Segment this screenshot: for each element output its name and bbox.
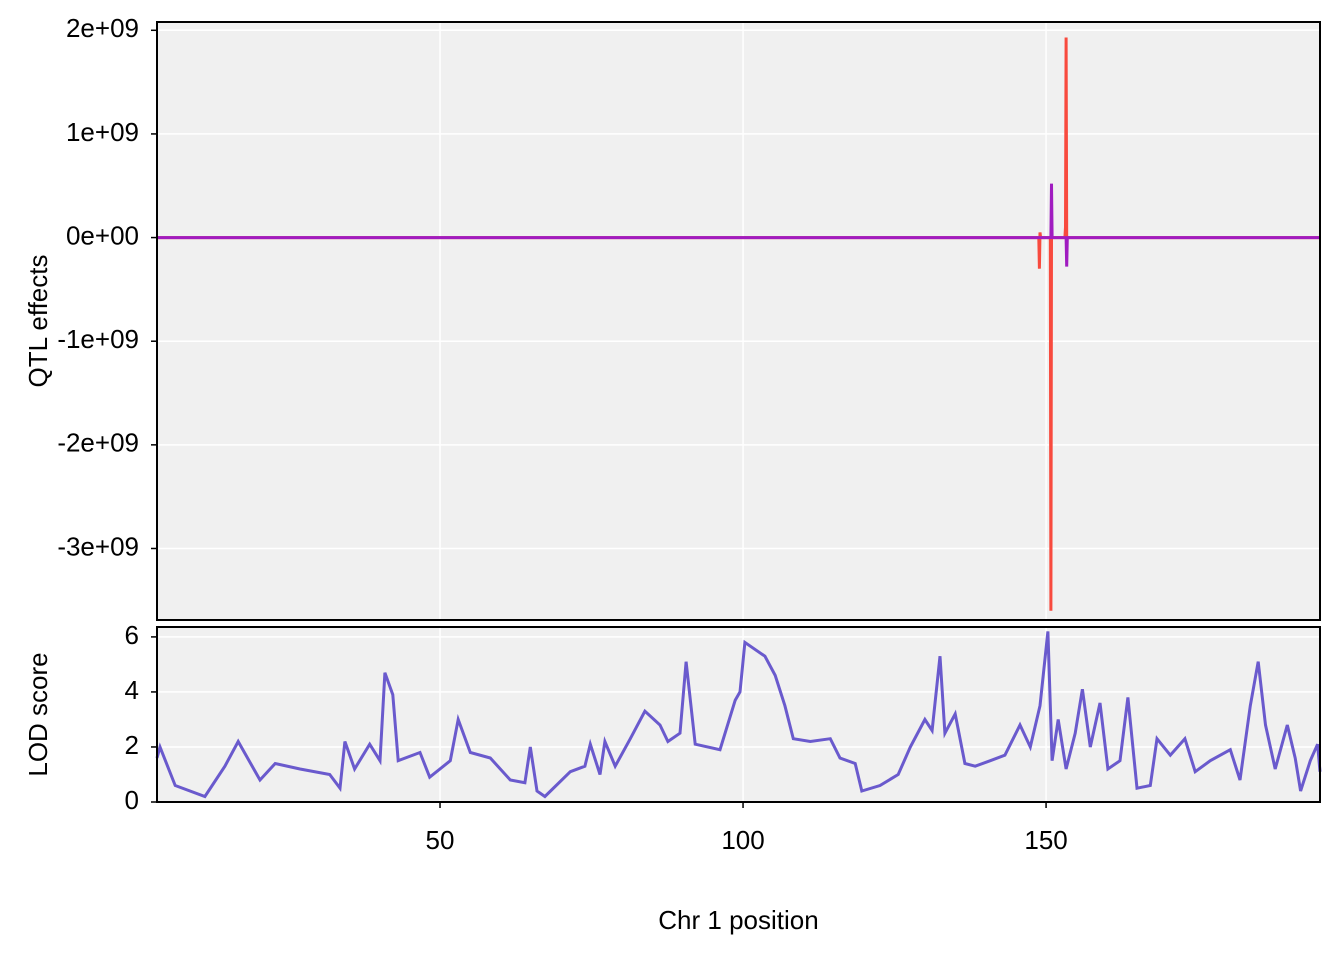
y-axis-label: QTL effects: [23, 255, 53, 388]
y-tick-label: 6: [125, 620, 139, 650]
y-tick-label: -1e+09: [57, 324, 139, 354]
y-tick-label: 0e+00: [66, 220, 139, 250]
plot-background: [157, 22, 1320, 620]
data-line: [157, 183, 1320, 267]
x-tick-label: 150: [1024, 825, 1067, 855]
y-tick-label: 2: [125, 730, 139, 760]
y-axis-label: LOD score: [23, 652, 53, 776]
plot-border: [156, 21, 1321, 621]
y-tick-label: 4: [125, 675, 139, 705]
data-line: [155, 631, 1322, 799]
y-tick-label: 0: [125, 785, 139, 815]
y-tick-label: 1e+09: [66, 117, 139, 147]
plot-border: [156, 626, 1321, 803]
x-tick-label: 100: [721, 825, 764, 855]
x-axis-label: Chr 1 position: [658, 905, 818, 935]
y-tick-label: 2e+09: [66, 13, 139, 43]
x-tick-label: 50: [426, 825, 455, 855]
y-tick-label: -3e+09: [57, 531, 139, 561]
y-tick-label: -2e+09: [57, 428, 139, 458]
